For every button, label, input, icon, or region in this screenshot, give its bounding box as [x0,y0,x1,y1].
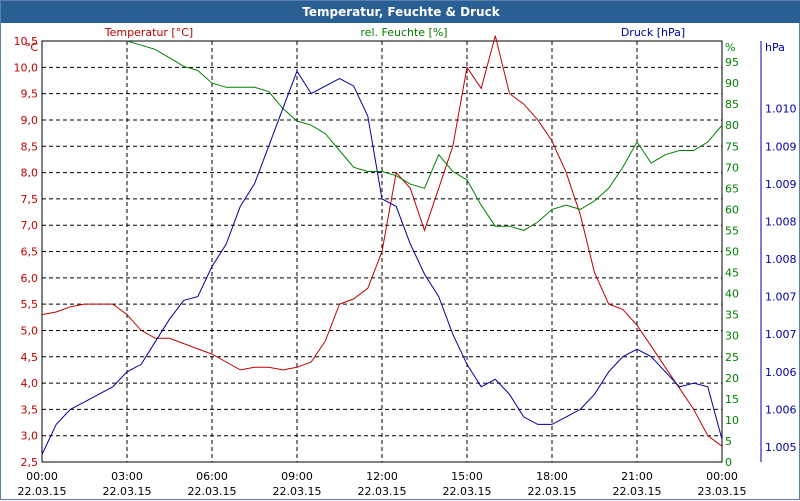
pressure-tick-label: 1.010 [765,103,797,116]
humidity-tick-label: 45 [725,267,739,280]
x-tick-date: 22.03.15 [528,485,577,498]
temperature-tick-label: 9,0 [21,114,39,127]
temperature-axis-title: Temperatur [°C] [104,26,193,39]
humidity-tick-label: 95 [725,56,739,69]
pressure-tick-label: 1.008 [765,253,797,266]
temperature-tick-label: 3,5 [21,403,39,416]
humidity-tick-label: 5 [725,435,732,448]
temperature-tick-label: 7,0 [21,219,39,232]
temperature-series-line [41,35,723,447]
x-tick-time: 09:00 [281,470,313,483]
pressure-tick-label: 1.007 [765,291,797,304]
pressure-axis-title: Druck [hPa] [621,26,685,39]
x-tick-time: 12:00 [366,470,398,483]
temperature-unit: °C [25,41,39,54]
pressure-tick-label: 1.006 [765,403,797,416]
humidity-tick-label: 40 [725,288,739,301]
temperature-tick-label: 5,0 [21,324,39,337]
humidity-tick-label: 0 [725,456,732,469]
x-tick-date: 22.03.15 [103,485,152,498]
pressure-tick-label: 1.005 [765,441,797,454]
x-tick-time: 15:00 [451,470,483,483]
temperature-tick-label: 6,0 [21,272,39,285]
humidity-tick-label: 10 [725,414,739,427]
pressure-tick-label: 1.007 [765,328,797,341]
x-tick-date: 22.03.15 [358,485,407,498]
x-tick-date: 22.03.15 [188,485,237,498]
x-tick-date: 23.03.15 [698,485,747,498]
humidity-tick-label: 60 [725,203,739,216]
x-tick-time: 21:00 [621,470,653,483]
pressure-tick-label: 1.009 [765,178,797,191]
humidity-tick-label: 30 [725,330,739,343]
x-tick-date: 22.03.15 [443,485,492,498]
humidity-tick-label: 85 [725,98,739,111]
temperature-tick-label: 10,0 [14,61,39,74]
temperature-tick-label: 6,5 [21,246,39,259]
humidity-tick-label: 20 [725,372,739,385]
humidity-axis-title: rel. Feuchte [%] [360,26,447,39]
humidity-tick-label: 35 [725,309,739,322]
chart-title: Temperatur, Feuchte & Druck [1,1,800,23]
x-tick-date: 22.03.15 [613,485,662,498]
pressure-tick-label: 1.006 [765,366,797,379]
x-tick-time: 06:00 [196,470,228,483]
x-tick-time: 00:00 [706,470,738,483]
humidity-tick-label: 25 [725,351,739,364]
x-tick-date: 22.03.15 [273,485,322,498]
temperature-tick-label: 8,5 [21,140,39,153]
humidity-tick-label: 15 [725,393,739,406]
temperature-tick-label: 4,5 [21,351,39,364]
humidity-tick-label: 70 [725,161,739,174]
temperature-tick-label: 4,0 [21,377,39,390]
pressure-unit: hPa [765,41,785,54]
temperature-tick-label: 8,0 [21,167,39,180]
temperature-tick-label: 5,5 [21,298,39,311]
humidity-tick-label: 65 [725,182,739,195]
humidity-tick-label: 55 [725,224,739,237]
humidity-unit: % [725,41,735,54]
temperature-tick-label: 7,5 [21,193,39,206]
humidity-tick-label: 80 [725,119,739,132]
pressure-tick-label: 1.008 [765,215,797,228]
humidity-tick-label: 75 [725,140,739,153]
x-tick-date: 22.03.15 [18,485,67,498]
humidity-tick-label: 90 [725,77,739,90]
humidity-series-line [126,40,723,231]
x-tick-time: 18:00 [536,470,568,483]
x-tick-time: 00:00 [26,470,58,483]
temperature-tick-label: 10,5 [14,35,39,48]
pressure-series-line [41,69,723,455]
temperature-tick-label: 3,0 [21,430,39,443]
pressure-tick-label: 1.009 [765,140,797,153]
x-tick-time: 03:00 [111,470,143,483]
temperature-tick-label: 9,5 [21,88,39,101]
temperature-tick-label: 2,5 [21,456,39,469]
humidity-tick-label: 50 [725,246,739,259]
